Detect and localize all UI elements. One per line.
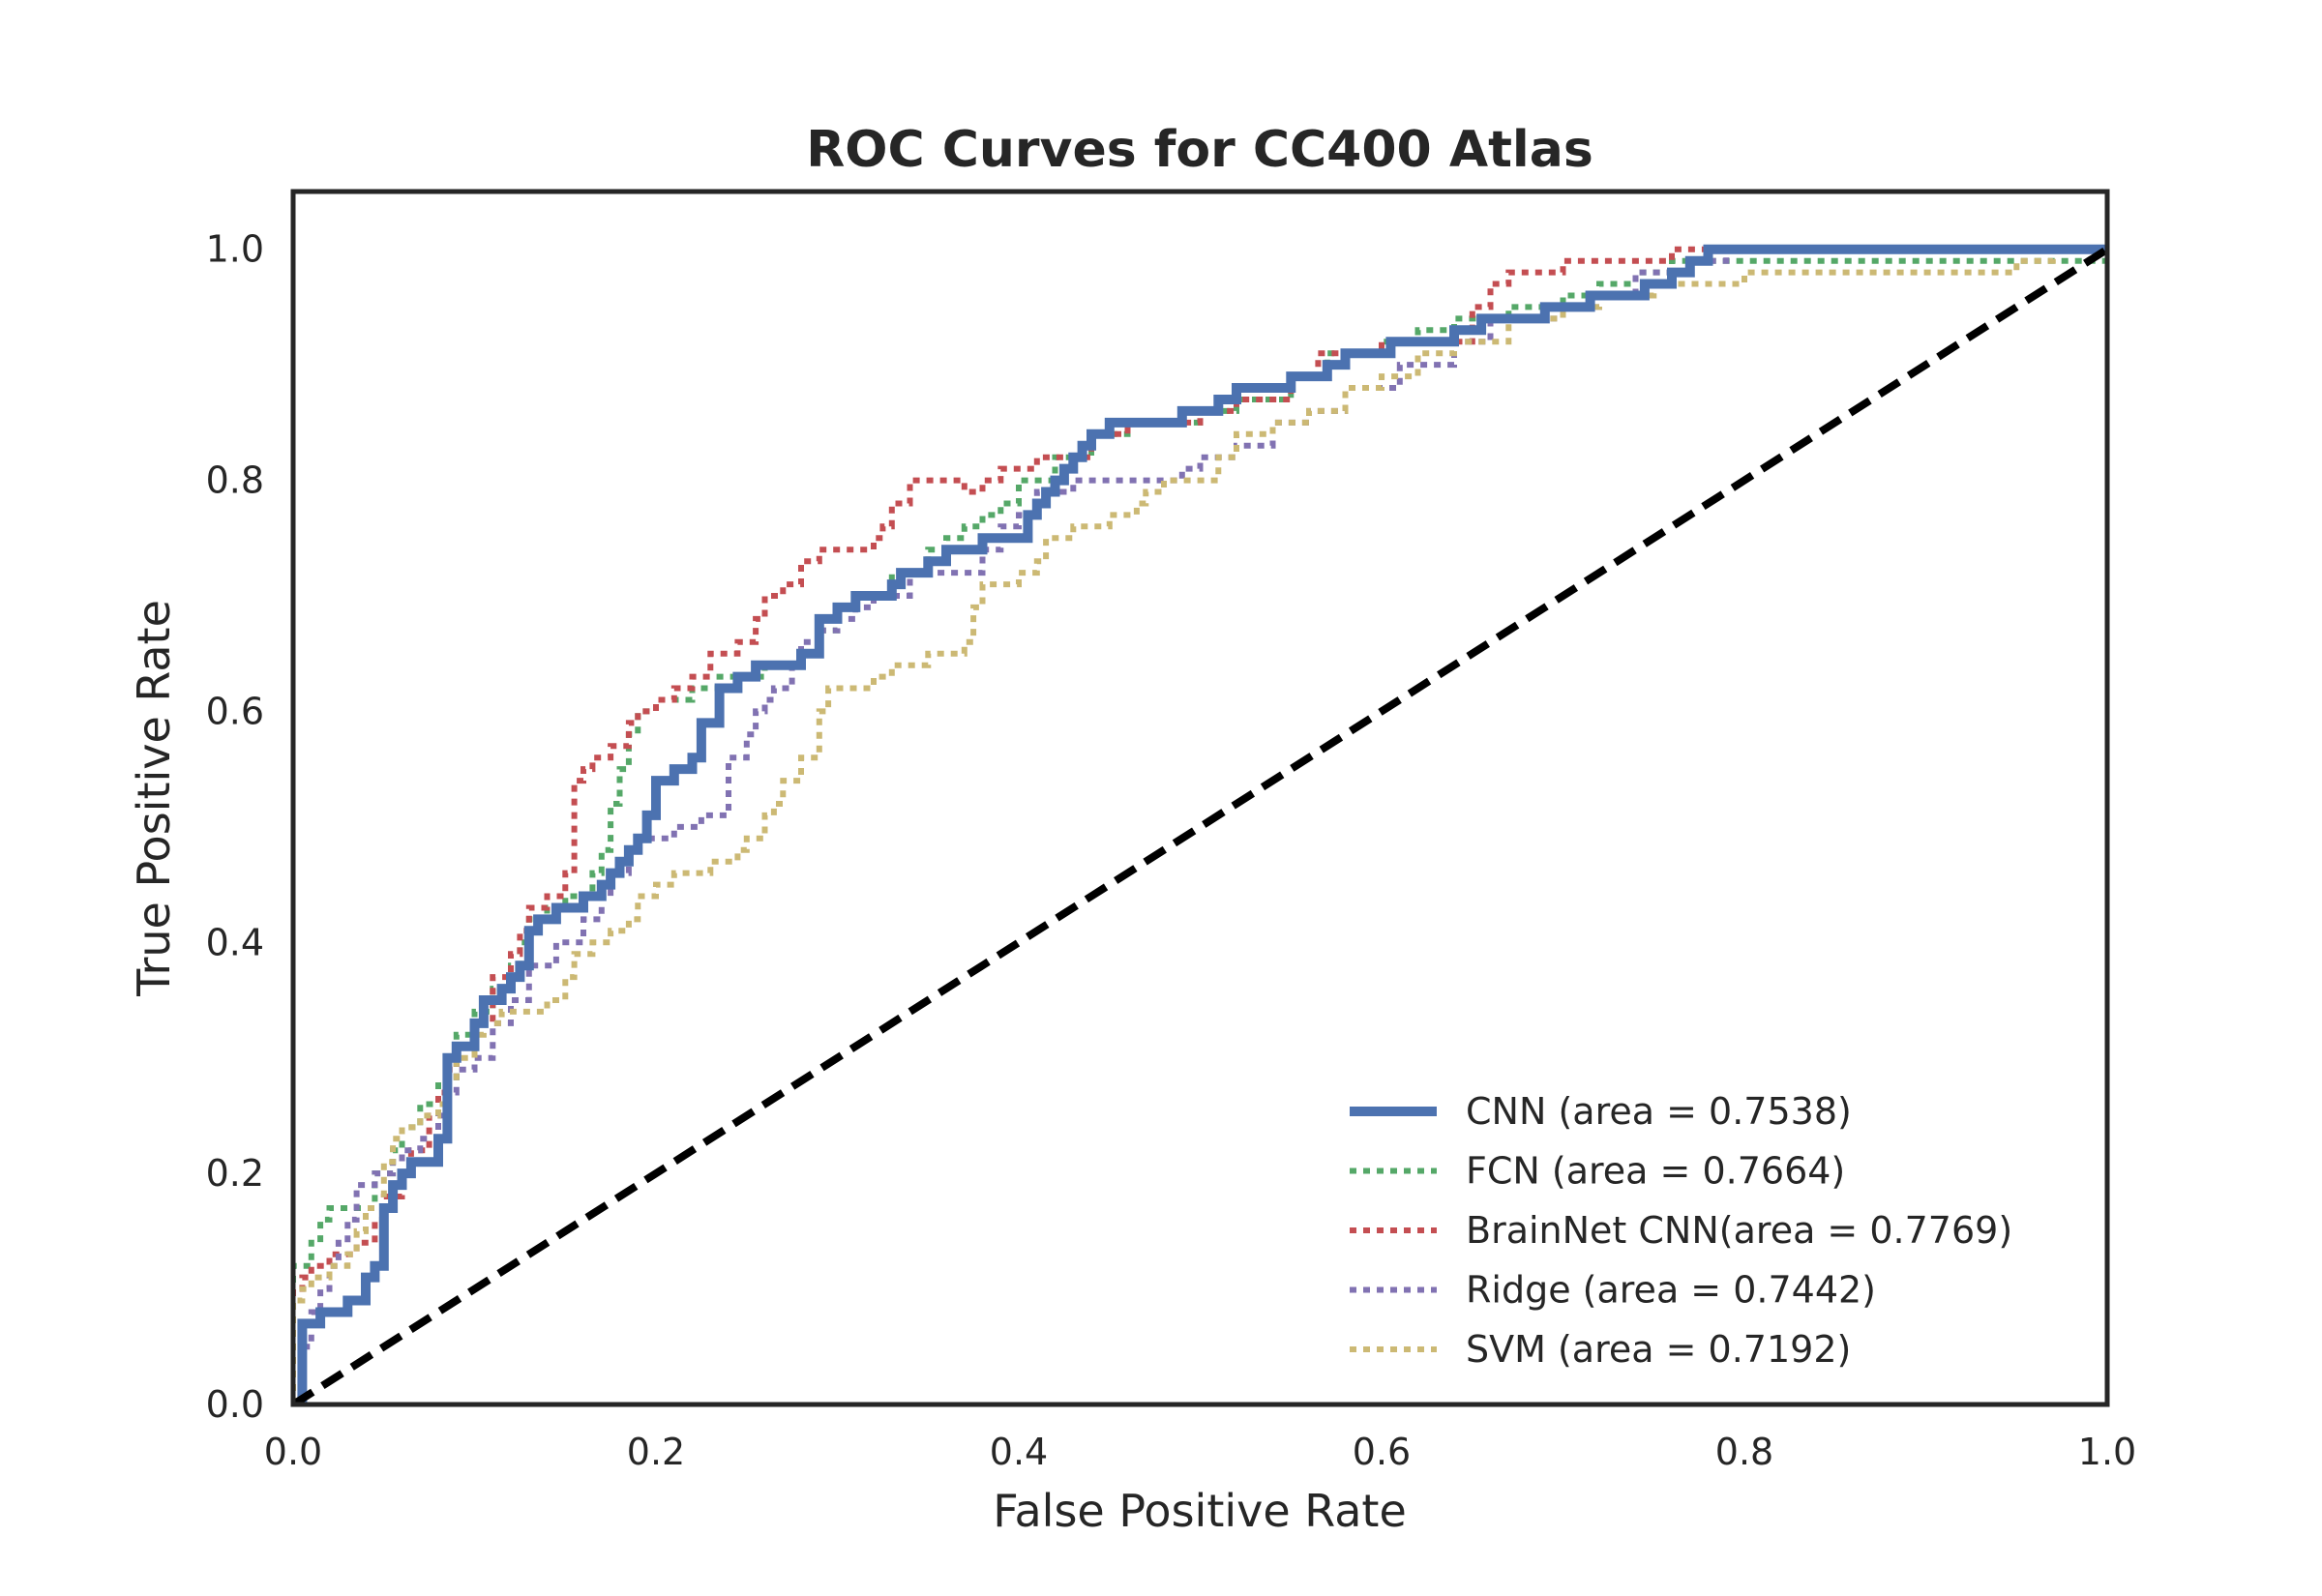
x-axis-label: False Positive Rate (993, 1485, 1407, 1537)
x-tick-label: 0.8 (1715, 1431, 1773, 1473)
legend-label: BrainNet CNN(area = 0.7769) (1466, 1209, 2012, 1252)
legend: CNN (area = 0.7538) FCN (area = 0.7664) Br… (1350, 1090, 2012, 1371)
chart-title: ROC Curves for CC400 Atlas (806, 121, 1593, 179)
x-tick-label: 0.4 (990, 1431, 1048, 1473)
y-axis-label: True Positive Rate (128, 600, 180, 997)
legend-label: SVM (area = 0.7192) (1466, 1328, 1851, 1371)
legend-label: Ridge (area = 0.7442) (1466, 1269, 1876, 1312)
plot-frame (290, 189, 2110, 1407)
y-tick-label: 0.0 (206, 1383, 264, 1426)
y-tick-label: 0.6 (206, 690, 264, 732)
roc-curve-4 (293, 246, 2107, 1404)
x-axis-ticks: 0.0 0.2 0.4 0.6 0.8 1.0 (264, 1431, 2136, 1473)
x-tick-label: 0.0 (264, 1431, 322, 1473)
legend-label: CNN (area = 0.7538) (1466, 1090, 1852, 1133)
x-tick-label: 0.2 (627, 1431, 685, 1473)
chance-diagonal-line (293, 246, 2107, 1404)
y-tick-label: 0.4 (206, 921, 264, 963)
legend-label: FCN (area = 0.7664) (1466, 1150, 1845, 1193)
x-tick-label: 1.0 (2078, 1431, 2136, 1473)
y-tick-label: 0.2 (206, 1152, 264, 1195)
series-layer (293, 244, 2107, 1404)
roc-curve-0 (293, 244, 2107, 1404)
y-axis-ticks: 0.0 0.2 0.4 0.6 0.8 1.0 (206, 228, 264, 1426)
x-tick-label: 0.6 (1353, 1431, 1411, 1473)
roc-curve-2 (293, 246, 2107, 1404)
y-tick-label: 0.8 (206, 459, 264, 502)
y-tick-label: 1.0 (206, 228, 264, 271)
